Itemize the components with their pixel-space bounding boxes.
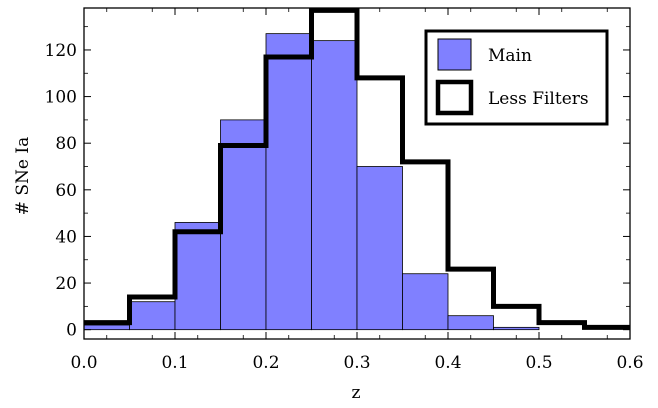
main-bar: [220, 119, 267, 331]
y-axis-label: # SNe Ia: [13, 137, 33, 215]
legend: Main Less Filters: [424, 29, 609, 126]
legend-swatch-main: [437, 38, 472, 71]
main-series-bars: [83, 33, 540, 331]
x-tick-label: 0.6: [616, 353, 643, 373]
less-filters-step-line: [84, 7, 630, 330]
main-bar: [493, 326, 540, 331]
y-tick-label: 100: [45, 88, 77, 108]
x-axis-label: z: [352, 383, 361, 403]
main-bar: [356, 166, 403, 331]
x-tick-label: 0.2: [252, 353, 279, 373]
main-bar: [265, 33, 312, 331]
legend-label-less-filters: Less Filters: [488, 89, 589, 109]
main-bar: [402, 273, 449, 331]
y-tick-label: 0: [66, 321, 77, 341]
legend-swatch-less-filters: [435, 79, 474, 116]
main-bar: [174, 222, 221, 331]
x-tick-label: 0.1: [161, 353, 188, 373]
x-tick-label: 0.4: [434, 353, 461, 373]
y-tick-label: 40: [55, 227, 77, 247]
y-tick-label: 20: [55, 274, 77, 294]
y-tick-label: 80: [55, 134, 77, 154]
main-bar: [83, 324, 130, 331]
x-tick-label: 0.5: [525, 353, 552, 373]
main-bar: [311, 40, 358, 331]
axis-ticks: 0.0 0.1 0.2 0.3 0.4 0.5 0.6 0 20 40 60 80 100 120: [45, 8, 644, 373]
x-tick-label: 0.0: [70, 353, 97, 373]
main-bar: [447, 315, 494, 331]
main-bar: [129, 301, 176, 331]
x-tick-label: 0.3: [343, 353, 370, 373]
less-filters-series: [84, 7, 630, 330]
y-tick-label: 120: [45, 41, 77, 61]
y-tick-label: 60: [55, 181, 77, 201]
legend-label-main: Main: [488, 46, 532, 66]
